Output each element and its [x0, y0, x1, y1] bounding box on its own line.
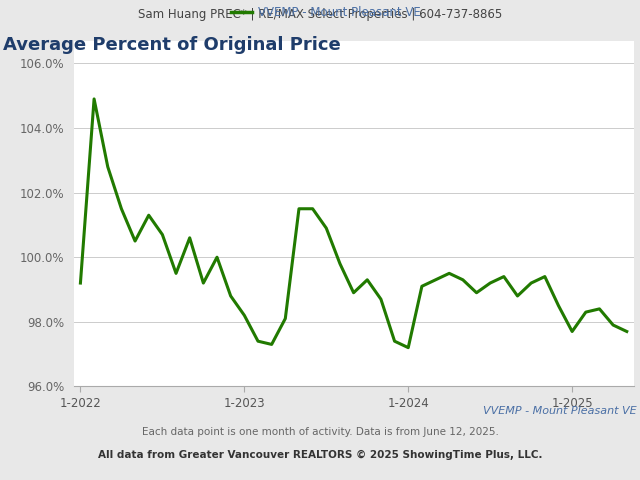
Text: VVEMP - Mount Pleasant VE: VVEMP - Mount Pleasant VE	[483, 406, 637, 416]
Legend: VVEMP - Mount Pleasant VE: VVEMP - Mount Pleasant VE	[226, 2, 425, 24]
Text: Average Percent of Original Price: Average Percent of Original Price	[3, 36, 341, 54]
Text: All data from Greater Vancouver REALTORS © 2025 ShowingTime Plus, LLC.: All data from Greater Vancouver REALTORS…	[98, 450, 542, 460]
Text: Sam Huang PREC* | RE/MAX Select Properties | 604-737-8865: Sam Huang PREC* | RE/MAX Select Properti…	[138, 8, 502, 21]
Text: Each data point is one month of activity. Data is from June 12, 2025.: Each data point is one month of activity…	[141, 427, 499, 437]
